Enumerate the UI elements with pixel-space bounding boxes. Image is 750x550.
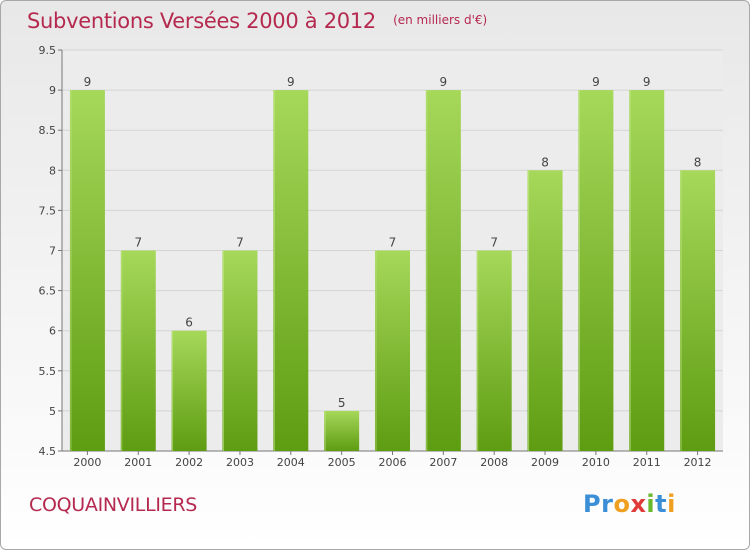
bar xyxy=(425,90,461,451)
bar xyxy=(324,410,360,451)
data-label: 9 xyxy=(592,75,600,89)
logo-letter: x xyxy=(630,490,647,518)
bar xyxy=(171,330,207,451)
x-tick-label: 2003 xyxy=(226,456,254,469)
logo-letter: i xyxy=(646,490,656,518)
y-tick-label: 7 xyxy=(49,245,56,258)
bar xyxy=(680,170,716,452)
data-label: 6 xyxy=(185,316,193,330)
y-tick-label: 9 xyxy=(49,84,56,97)
x-tick-label: 2009 xyxy=(531,456,559,469)
data-label: 9 xyxy=(440,75,448,89)
y-tick-label: 8.5 xyxy=(39,124,57,137)
data-label: 7 xyxy=(236,236,244,250)
bar xyxy=(375,250,410,451)
y-tick-label: 6.5 xyxy=(39,285,57,298)
bar xyxy=(120,250,156,451)
data-label: 9 xyxy=(287,75,295,89)
data-label: 7 xyxy=(134,236,142,250)
title-row: Subventions Versées 2000 à 2012 (en mill… xyxy=(27,9,487,33)
logo-letter: P xyxy=(583,490,602,518)
y-tick-label: 5 xyxy=(49,405,56,418)
x-tick-label: 2006 xyxy=(379,456,407,469)
data-label: 5 xyxy=(338,396,346,410)
chart-title: Subventions Versées 2000 à 2012 xyxy=(27,9,376,33)
bar xyxy=(476,250,512,451)
x-tick-label: 2010 xyxy=(582,456,610,469)
bar xyxy=(273,90,309,451)
y-tick-label: 6 xyxy=(49,325,56,338)
logo-letter: o xyxy=(613,490,631,518)
logo-letter: t xyxy=(655,490,668,518)
data-label: 9 xyxy=(84,75,92,89)
y-tick-label: 9.5 xyxy=(39,44,57,57)
logo-letter: r xyxy=(601,490,614,518)
x-tick-label: 2008 xyxy=(480,456,508,469)
proxiti-logo: Proxiti xyxy=(583,490,676,518)
y-tick-label: 8 xyxy=(49,164,56,177)
x-tick-label: 2011 xyxy=(633,456,661,469)
x-tick-label: 2005 xyxy=(328,456,356,469)
x-tick-label: 2000 xyxy=(73,456,101,469)
x-tick-label: 2007 xyxy=(429,456,457,469)
bar xyxy=(527,170,563,452)
logo-letter: i xyxy=(667,490,676,518)
x-tick-label: 2004 xyxy=(277,456,305,469)
y-tick-label: 4.5 xyxy=(39,445,57,458)
x-tick-label: 2012 xyxy=(684,456,712,469)
data-label: 8 xyxy=(694,155,702,169)
x-tick-label: 2001 xyxy=(124,456,152,469)
bar xyxy=(629,90,665,451)
bar xyxy=(578,90,614,451)
data-label: 7 xyxy=(389,236,397,250)
commune-name: COQUAINVILLIERS xyxy=(29,494,198,516)
data-label: 9 xyxy=(643,75,651,89)
chart-subtitle: (en milliers d'€) xyxy=(393,13,488,27)
data-label: 7 xyxy=(490,236,498,250)
y-tick-label: 7.5 xyxy=(39,204,57,217)
x-tick-label: 2002 xyxy=(175,456,203,469)
bar xyxy=(222,250,258,451)
bar xyxy=(69,90,105,451)
y-tick-label: 5.5 xyxy=(39,365,57,378)
data-label: 8 xyxy=(541,155,549,169)
